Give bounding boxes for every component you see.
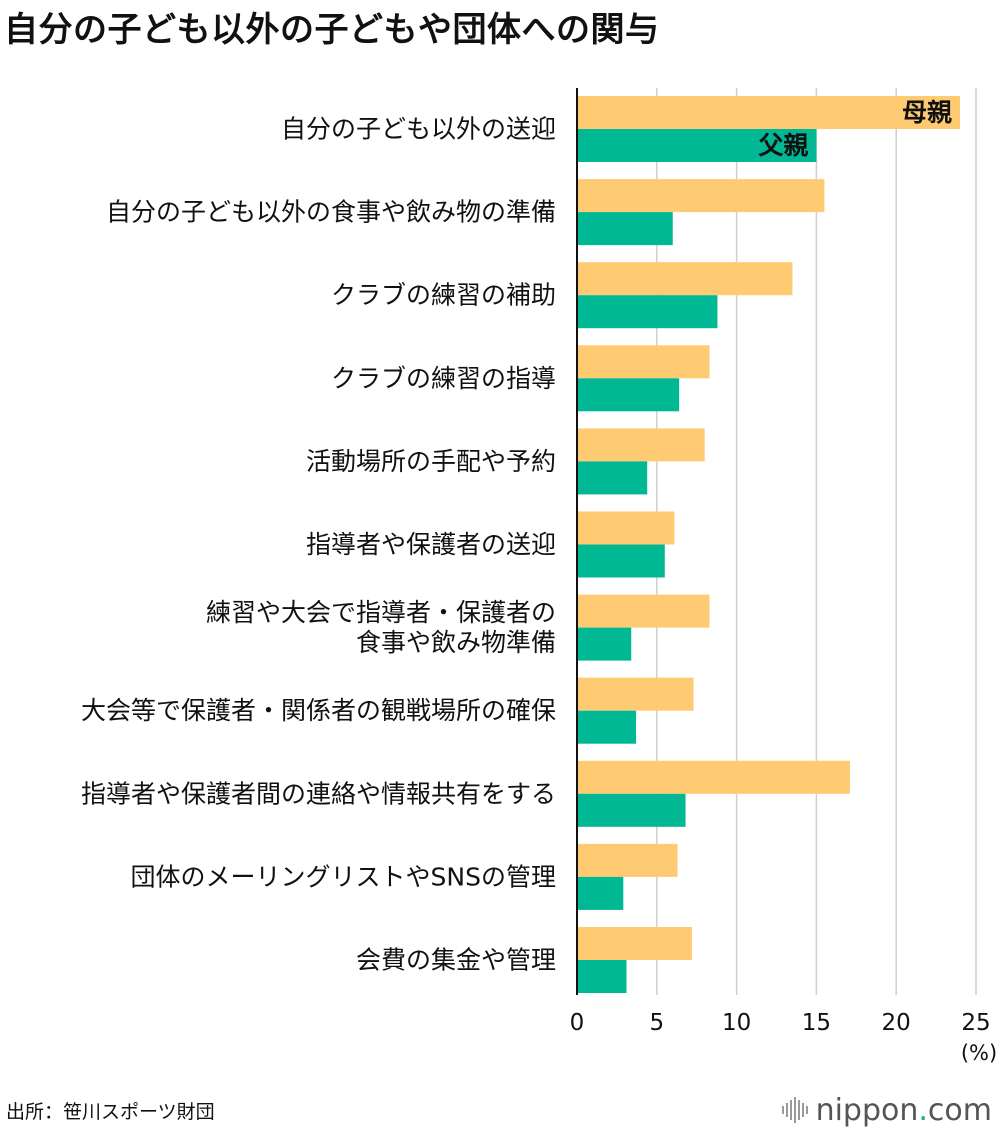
bar-father bbox=[577, 960, 627, 993]
x-tick-label: 20 bbox=[882, 1010, 911, 1036]
category-label: 団体のメーリングリストやSNSの管理 bbox=[131, 862, 556, 891]
logo-name: nippon bbox=[815, 1092, 919, 1128]
x-tick-label: 0 bbox=[570, 1010, 585, 1036]
bar-father bbox=[577, 212, 673, 246]
bar-mother bbox=[577, 345, 710, 379]
bar-father bbox=[577, 627, 632, 661]
category-label: 大会等で保護者・関係者の観戦場所の確保 bbox=[81, 696, 556, 725]
x-axis-unit: (%) bbox=[961, 1041, 997, 1065]
bar-father bbox=[577, 793, 686, 827]
source-note: 出所：笹川スポーツ財団 bbox=[6, 1101, 215, 1123]
series-label: 母親 bbox=[902, 98, 952, 127]
category-label: クラブの練習の補助 bbox=[331, 281, 556, 310]
bar-mother bbox=[577, 594, 710, 628]
category-label: 自分の子ども以外の食事や飲み物の準備 bbox=[106, 198, 556, 227]
bar-mother bbox=[577, 760, 850, 794]
x-tick-label: 10 bbox=[722, 1010, 751, 1036]
series-label: 父親 bbox=[758, 131, 808, 160]
category-label: 活動場所の手配や予約 bbox=[306, 447, 556, 476]
x-tick-label: 15 bbox=[802, 1010, 831, 1036]
logo-tld: com bbox=[927, 1092, 992, 1128]
bar-father bbox=[577, 544, 665, 578]
category-label: 自分の子ども以外の送迎 bbox=[281, 115, 556, 144]
bar-mother bbox=[577, 262, 793, 296]
bar-mother bbox=[577, 677, 694, 711]
category-label: 指導者や保護者間の連絡や情報共有をする bbox=[81, 779, 556, 808]
logo-dot: . bbox=[918, 1092, 928, 1128]
bar-mother bbox=[577, 843, 678, 877]
bar-father bbox=[577, 295, 718, 329]
category-label: 指導者や保護者の送迎 bbox=[306, 530, 556, 559]
bar-mother bbox=[577, 179, 825, 213]
bar-mother bbox=[577, 927, 692, 960]
bar-chart: 自分の子ども以外の送迎自分の子ども以外の食事や飲み物の準備クラブの練習の補助クラ… bbox=[81, 88, 997, 1065]
bar-mother bbox=[577, 96, 961, 129]
bar-mother bbox=[577, 428, 705, 462]
x-tick-label: 5 bbox=[649, 1010, 664, 1036]
x-tick-label: 25 bbox=[961, 1010, 990, 1036]
bar-father bbox=[577, 876, 624, 910]
nippon-logo: nippon. com bbox=[781, 1090, 992, 1130]
bar-father bbox=[577, 710, 637, 744]
category-label: 会費の集金や管理 bbox=[356, 946, 556, 975]
logo-mark-icon bbox=[781, 1097, 808, 1123]
bar-father bbox=[577, 461, 648, 495]
category-label: クラブの練習の指導 bbox=[331, 364, 556, 393]
category-label: 食事や飲み物準備 bbox=[356, 628, 556, 657]
bar-father bbox=[577, 378, 680, 412]
bar-mother bbox=[577, 511, 675, 545]
chart-title: 自分の子ども以外の子どもや団体への関与 bbox=[4, 10, 660, 50]
category-label: 練習や大会で指導者・保護者の bbox=[206, 598, 556, 627]
bar-father bbox=[577, 129, 817, 162]
